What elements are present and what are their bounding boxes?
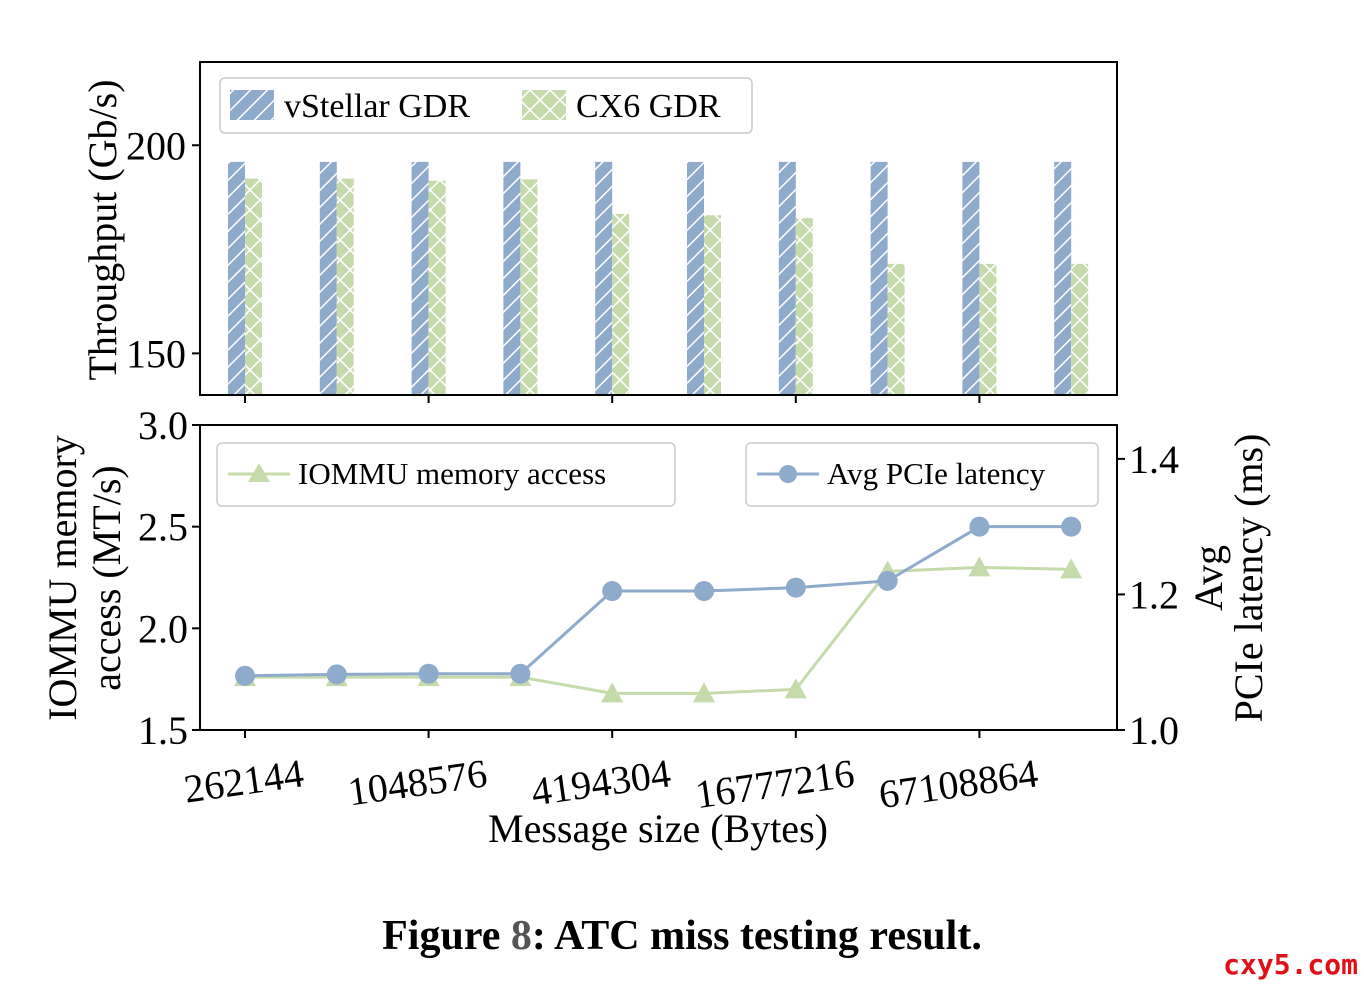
right-ytick-label: 1.0 [1129, 708, 1179, 753]
triangle-marker-icon [248, 463, 270, 482]
bar-vstellar-1048576 [411, 161, 429, 395]
latency-legend-box [745, 442, 1099, 507]
left-ytick-label: 2.0 [138, 606, 188, 651]
iommu-point-4 [601, 682, 624, 703]
right-y-axis-label-line1: Avg [1186, 545, 1231, 611]
iommu-point-8 [968, 556, 991, 577]
left-y-axis-label-line1: IOMMU memory [40, 435, 85, 721]
x-axis-label: Message size (Bytes) [488, 806, 828, 851]
legend-swatch-vstellar [230, 90, 274, 120]
iommu-legend-box [216, 442, 676, 507]
legend-label-vstellar: vStellar GDR [284, 88, 470, 125]
bars-group [228, 161, 1089, 395]
latency-point-10-3 [510, 663, 531, 684]
legend-label-cx6: CX6 GDR [576, 88, 721, 125]
bar-vstellar-262144 [228, 161, 245, 395]
series-line-iommu [245, 565, 1072, 695]
left-ytick-label: 3.0 [138, 403, 188, 448]
bar-cx6-33554432 [887, 263, 905, 395]
bar-cx6-262144 [245, 178, 262, 395]
iommu-point-6 [784, 678, 807, 699]
iommu-legend: IOMMU memory access [216, 442, 676, 507]
bar-vstellar-33554432 [870, 161, 888, 395]
top-legend-box [219, 77, 753, 134]
latency-point-10-1 [326, 664, 347, 685]
figure-caption: Figure 8: ATC miss testing result. [0, 912, 1364, 960]
bar-cx6-16777216 [795, 218, 813, 395]
top-y-ticks: 150 200 [126, 123, 200, 376]
right-y-axis-label-line2: PCIe latency (ms) [1226, 434, 1271, 723]
xtick-label: 4194304 [529, 750, 674, 814]
latency-point-10-7 [877, 570, 898, 591]
circle-marker-icon [779, 465, 797, 483]
bar-cx6-8388608 [704, 215, 721, 395]
bar-vstellar-16777216 [778, 161, 796, 395]
top-ytick-label: 200 [126, 123, 186, 168]
legend-swatch-cx6 [522, 90, 566, 120]
latency-point-10-0 [235, 665, 255, 686]
caption-number: 8 [510, 913, 532, 959]
bar-cx6-2097152 [520, 179, 538, 395]
caption-rest: : ATC miss testing result. [531, 913, 982, 959]
iommu-point-9 [1060, 558, 1083, 579]
bar-cx6-1048576 [428, 180, 446, 395]
left-y-axis-label-line2: access (MT/s) [84, 465, 129, 690]
iommu-point-5 [693, 682, 715, 703]
bar-vstellar-524288 [319, 161, 337, 395]
bar-cx6-134217728 [1071, 263, 1089, 395]
top-legend: vStellar GDR CX6 GDR [219, 77, 753, 134]
left-ytick-label: 2.5 [138, 505, 188, 550]
bar-cx6-524288 [336, 178, 354, 395]
xtick-label: 1048576 [345, 750, 490, 814]
bar-vstellar-134217728 [1054, 161, 1072, 395]
iommu-latency-line-chart: 1.5 2.0 2.5 3.0 1.0 1.2 1.4 262144 1048576 4194… [40, 403, 1271, 851]
right-ytick-label: 1.4 [1129, 437, 1179, 482]
caption-lead: Figure [382, 913, 511, 959]
top-y-axis-label: Throughput (Gb/s) [80, 79, 125, 380]
throughput-bar-chart: 150 200 Throughput (Gb/s) vStellar GDR CX… [80, 61, 1118, 403]
right-ytick-label: 1.2 [1129, 572, 1179, 617]
top-ytick-label: 150 [126, 331, 186, 376]
bar-vstellar-4194304 [595, 161, 613, 395]
latency-point-10-5 [694, 581, 714, 602]
watermark: cxy5.com [1223, 948, 1358, 981]
top-x-tick-marks [244, 395, 981, 403]
x-ticks: 262144 1048576 4194304 16777216 67108864 [181, 730, 1041, 817]
series-line-latency [244, 525, 1072, 678]
xtick-label: 67108864 [876, 750, 1041, 817]
latency-point-10-9 [1061, 516, 1082, 537]
legend-label-latency: Avg PCIe latency [827, 456, 1046, 491]
legend-label-iommu: IOMMU memory access [298, 456, 606, 491]
bar-vstellar-8388608 [687, 161, 704, 395]
left-y-ticks: 1.5 2.0 2.5 3.0 [138, 403, 200, 753]
latency-point-10-6 [785, 577, 806, 598]
bar-vstellar-67108864 [962, 161, 980, 395]
left-ytick-label: 1.5 [138, 708, 188, 753]
bar-vstellar-2097152 [503, 161, 521, 395]
bar-cx6-67108864 [979, 263, 997, 395]
bottom-plot-frame [199, 424, 1118, 731]
right-y-ticks: 1.0 1.2 1.4 [1117, 437, 1179, 753]
top-plot-frame [199, 61, 1118, 396]
lines-group [234, 516, 1083, 703]
bar-cx6-4194304 [612, 213, 630, 395]
latency-legend: Avg PCIe latency [745, 442, 1099, 507]
xtick-label: 262144 [181, 750, 306, 811]
latency-point-10-2 [418, 663, 439, 684]
latency-point-10-4 [602, 581, 623, 602]
latency-point-10-8 [969, 516, 990, 537]
